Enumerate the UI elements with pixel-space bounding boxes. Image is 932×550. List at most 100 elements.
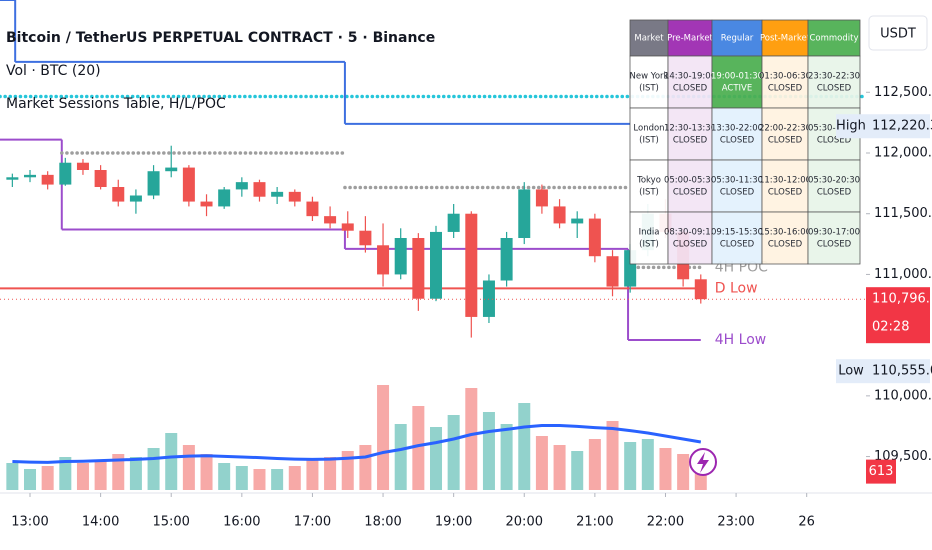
session-status: CLOSED xyxy=(817,240,852,250)
session-status: CLOSED xyxy=(720,136,755,146)
volume-bar xyxy=(429,427,443,490)
currency-box[interactable] xyxy=(868,15,928,51)
flash-icon[interactable] xyxy=(689,448,717,476)
candle-body xyxy=(147,171,160,196)
y-tick-label: 112,000.0 xyxy=(874,146,932,161)
table-header: Commodity xyxy=(809,34,858,44)
table-cell xyxy=(667,211,713,265)
table-cell xyxy=(629,159,669,213)
time-axis: 13:00 14:00 15:00 16:00 17:00 18:00 19:00 20:00… xyxy=(11,493,815,530)
table-cell xyxy=(667,107,713,161)
volume-bar xyxy=(165,433,178,490)
y-tick-label: 110,000.0 xyxy=(874,388,932,403)
session-time: 19:00-01:30 xyxy=(711,72,763,82)
candle-body xyxy=(24,174,37,178)
volume-bar xyxy=(218,463,231,490)
volume-bar xyxy=(588,439,601,490)
candle-body xyxy=(182,167,195,202)
table-cell xyxy=(667,55,713,109)
volume-bar xyxy=(447,415,460,490)
candle-body xyxy=(200,201,213,207)
candle-body xyxy=(324,216,337,224)
table-cell xyxy=(807,55,861,109)
session-status: CLOSED xyxy=(768,188,803,198)
volume-bar xyxy=(377,385,390,490)
volume-bar xyxy=(571,451,584,490)
volume-bar xyxy=(606,421,619,490)
volume-marker-value: 613 xyxy=(869,464,894,479)
candle-body xyxy=(535,189,548,207)
session-time: 09:30-17:00 xyxy=(808,228,860,238)
table-cell xyxy=(629,211,669,265)
session-time: 22:00-22:30 xyxy=(759,124,811,134)
table-cell xyxy=(629,107,669,161)
price-axis: USDT 112,500.0 112,000.0 111,500.0 111,000.… xyxy=(866,0,932,493)
table-header: Regular xyxy=(721,34,754,44)
price-marker-box xyxy=(866,114,930,139)
price-marker-label-box xyxy=(836,114,866,139)
volume-bar xyxy=(535,436,548,490)
session-status: CLOSED xyxy=(673,188,708,198)
session-status: CLOSED xyxy=(768,84,803,94)
candle-body xyxy=(94,170,107,187)
market-name: London xyxy=(633,124,664,134)
table-header-cell xyxy=(667,19,713,57)
market-tz: (IST) xyxy=(639,84,659,94)
session-status: CLOSED xyxy=(817,84,852,94)
candle-body xyxy=(235,182,248,190)
candle-body xyxy=(447,213,460,232)
session-time: 08:30-09:15 xyxy=(664,228,716,238)
candle-body xyxy=(588,218,601,257)
volume-bar xyxy=(271,469,284,490)
session-time: 12:30-13:30 xyxy=(664,124,716,134)
x-tick-label: 21:00 xyxy=(576,515,613,530)
volume-bar xyxy=(147,448,160,490)
volume-bar xyxy=(306,460,319,490)
volume-bar xyxy=(253,469,266,490)
chart-title: Bitcoin / TetherUS PERPETUAL CONTRACT · … xyxy=(6,30,435,46)
candle-body xyxy=(694,279,707,300)
volume-bar xyxy=(24,469,37,490)
table-cell xyxy=(711,55,763,109)
market-tz: (IST) xyxy=(639,188,659,198)
x-tick-label: 16:00 xyxy=(223,515,260,530)
table-header: Post-Market xyxy=(760,34,811,44)
table-cell xyxy=(807,159,861,213)
candle-body xyxy=(359,230,372,246)
price-marker-value: 112,220.3 xyxy=(872,119,932,134)
x-tick-label: 26 xyxy=(798,515,815,530)
currency: USDT xyxy=(880,27,916,42)
table-cell xyxy=(761,107,809,161)
market-name: India xyxy=(639,228,660,238)
x-tick-label: 14:00 xyxy=(82,515,119,530)
table-cell xyxy=(807,211,861,265)
candle-body xyxy=(41,174,54,185)
session-time: 01:30-06:30 xyxy=(759,72,811,82)
session-time: 05:30-11:30 xyxy=(711,176,763,186)
candle-body xyxy=(271,191,284,197)
volume-bar xyxy=(235,466,248,490)
volume-bar xyxy=(182,445,195,490)
table-cell xyxy=(629,55,669,109)
y-tick-label: 112,500.0 xyxy=(874,85,932,100)
indicator-label: Market Sessions Table, H/L/POC xyxy=(6,96,226,112)
candle-body xyxy=(129,195,142,202)
market-tz: (IST) xyxy=(639,136,659,146)
candle-body xyxy=(341,223,354,231)
candle-body xyxy=(465,213,478,317)
volume-bar xyxy=(6,463,19,490)
session-time: 05:30-20:30 xyxy=(808,176,860,186)
price-marker-value: 110,555.0 xyxy=(872,364,932,379)
volume-ma-line xyxy=(12,424,702,464)
price-marker-countdown: 02:28 xyxy=(872,320,909,335)
session-time: 05:30-23:30 xyxy=(808,124,860,134)
candle-body xyxy=(112,187,125,202)
candle-body xyxy=(394,238,407,275)
table-cell xyxy=(761,55,809,109)
x-tick-label: 22:00 xyxy=(647,515,684,530)
volume-bar xyxy=(482,412,495,490)
volume-bar xyxy=(641,439,654,490)
market-name: Tokyo xyxy=(636,176,661,186)
table-cell xyxy=(761,159,809,213)
